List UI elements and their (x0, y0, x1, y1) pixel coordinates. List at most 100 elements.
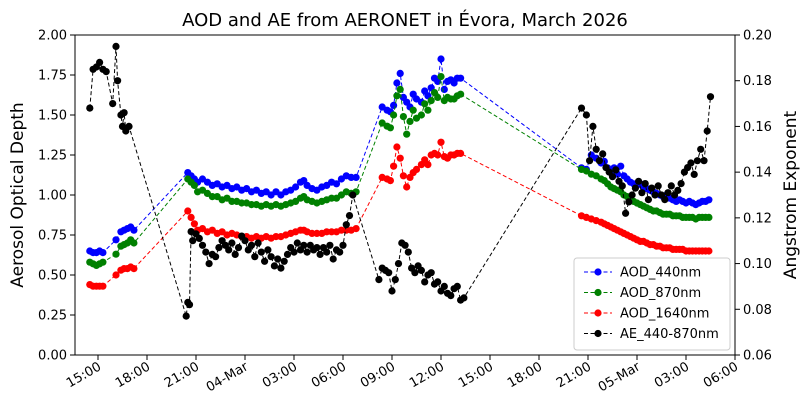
data-point (437, 73, 445, 81)
legend-label: AOD_1640nm (620, 307, 709, 322)
data-point (424, 161, 432, 169)
data-point (274, 255, 282, 263)
data-point (396, 85, 404, 93)
left-y-tick-label: 1.00 (38, 189, 67, 204)
data-point (705, 196, 713, 204)
series-aod-1640nm (86, 138, 713, 290)
data-point (628, 191, 636, 199)
data-point (212, 253, 220, 261)
data-point (618, 182, 626, 190)
data-point (648, 184, 656, 192)
right-axis-title: Angstrom Exponent (781, 110, 801, 279)
data-point (396, 154, 404, 162)
data-point (612, 166, 620, 174)
left-y-tick-label: 0.00 (38, 349, 67, 364)
data-point (638, 189, 646, 197)
data-point (293, 239, 301, 247)
data-point (102, 68, 110, 76)
data-point (434, 93, 442, 101)
data-point (96, 58, 104, 66)
data-point (437, 55, 445, 63)
data-point (705, 247, 713, 255)
data-point (99, 249, 107, 257)
data-point (427, 97, 435, 105)
data-point (264, 246, 272, 254)
data-point (406, 117, 414, 125)
left-axis-title: Aerosol Optical Depth (8, 102, 28, 287)
right-y-tick-label: 0.06 (743, 349, 772, 364)
data-point (403, 130, 411, 138)
data-point (457, 149, 465, 157)
data-point (254, 239, 262, 247)
data-point (424, 106, 432, 114)
data-point (375, 276, 383, 284)
data-point (228, 239, 236, 247)
data-point (421, 100, 429, 108)
data-point (608, 173, 617, 181)
data-point (270, 262, 278, 270)
data-point (393, 143, 401, 151)
data-point (114, 77, 122, 85)
left-y-tick-label: 1.50 (38, 109, 67, 124)
data-point (440, 85, 448, 93)
left-y-axis: 0.00 0.25 0.50 0.75 1.00 1.25 1.50 1.75 2.00 (38, 29, 75, 364)
data-point (267, 253, 275, 261)
right-y-tick-label: 0.14 (743, 166, 772, 181)
data-point (421, 278, 429, 286)
data-point (342, 221, 350, 229)
data-point (644, 196, 653, 204)
data-point (412, 165, 421, 173)
data-point (586, 157, 594, 165)
data-point (257, 248, 265, 256)
data-point (625, 198, 633, 206)
data-point (225, 246, 233, 254)
data-point (393, 92, 401, 100)
left-y-tick-label: 0.75 (38, 229, 67, 244)
data-point (241, 237, 249, 245)
data-point (292, 183, 300, 191)
legend-marker (594, 288, 602, 297)
data-point (595, 157, 604, 165)
x-tick-label: 18:00 (113, 359, 153, 391)
series-layer (86, 42, 715, 320)
left-y-tick-label: 0.50 (38, 269, 67, 284)
data-point (617, 162, 625, 170)
data-point (112, 250, 120, 258)
data-point (664, 189, 672, 197)
data-point (434, 151, 442, 159)
data-point (261, 257, 269, 265)
data-point (697, 145, 705, 153)
data-point (332, 180, 341, 188)
x-tick-label: 06:00 (309, 359, 349, 391)
data-point (185, 301, 194, 309)
data-point (112, 42, 120, 51)
data-point (399, 113, 407, 121)
data-point (631, 184, 640, 192)
data-point (651, 191, 659, 199)
data-point (577, 104, 586, 112)
data-point (417, 111, 425, 119)
data-point (277, 264, 285, 272)
data-point (460, 294, 468, 302)
data-point (457, 90, 465, 98)
data-point (303, 248, 311, 256)
chart-title: AOD and AE from AERONET in Évora, March … (182, 9, 628, 31)
data-point (457, 74, 465, 82)
data-point (447, 292, 455, 300)
data-point (592, 145, 600, 153)
data-point (401, 241, 409, 249)
data-point (654, 182, 662, 190)
data-point (394, 260, 403, 268)
data-point (205, 260, 213, 268)
data-point (703, 127, 711, 135)
data-point (251, 253, 259, 261)
x-tick-label: 06:00 (701, 359, 741, 391)
data-point (404, 248, 412, 256)
x-axis: 15:00 18:00 21:00 04-Mar 03:00 06:00 09:00 12:0… (64, 355, 741, 395)
right-y-tick-label: 0.18 (743, 74, 772, 89)
data-point (700, 157, 708, 165)
data-point (661, 196, 669, 204)
data-point (290, 248, 298, 256)
right-y-tick-label: 0.10 (743, 257, 772, 272)
